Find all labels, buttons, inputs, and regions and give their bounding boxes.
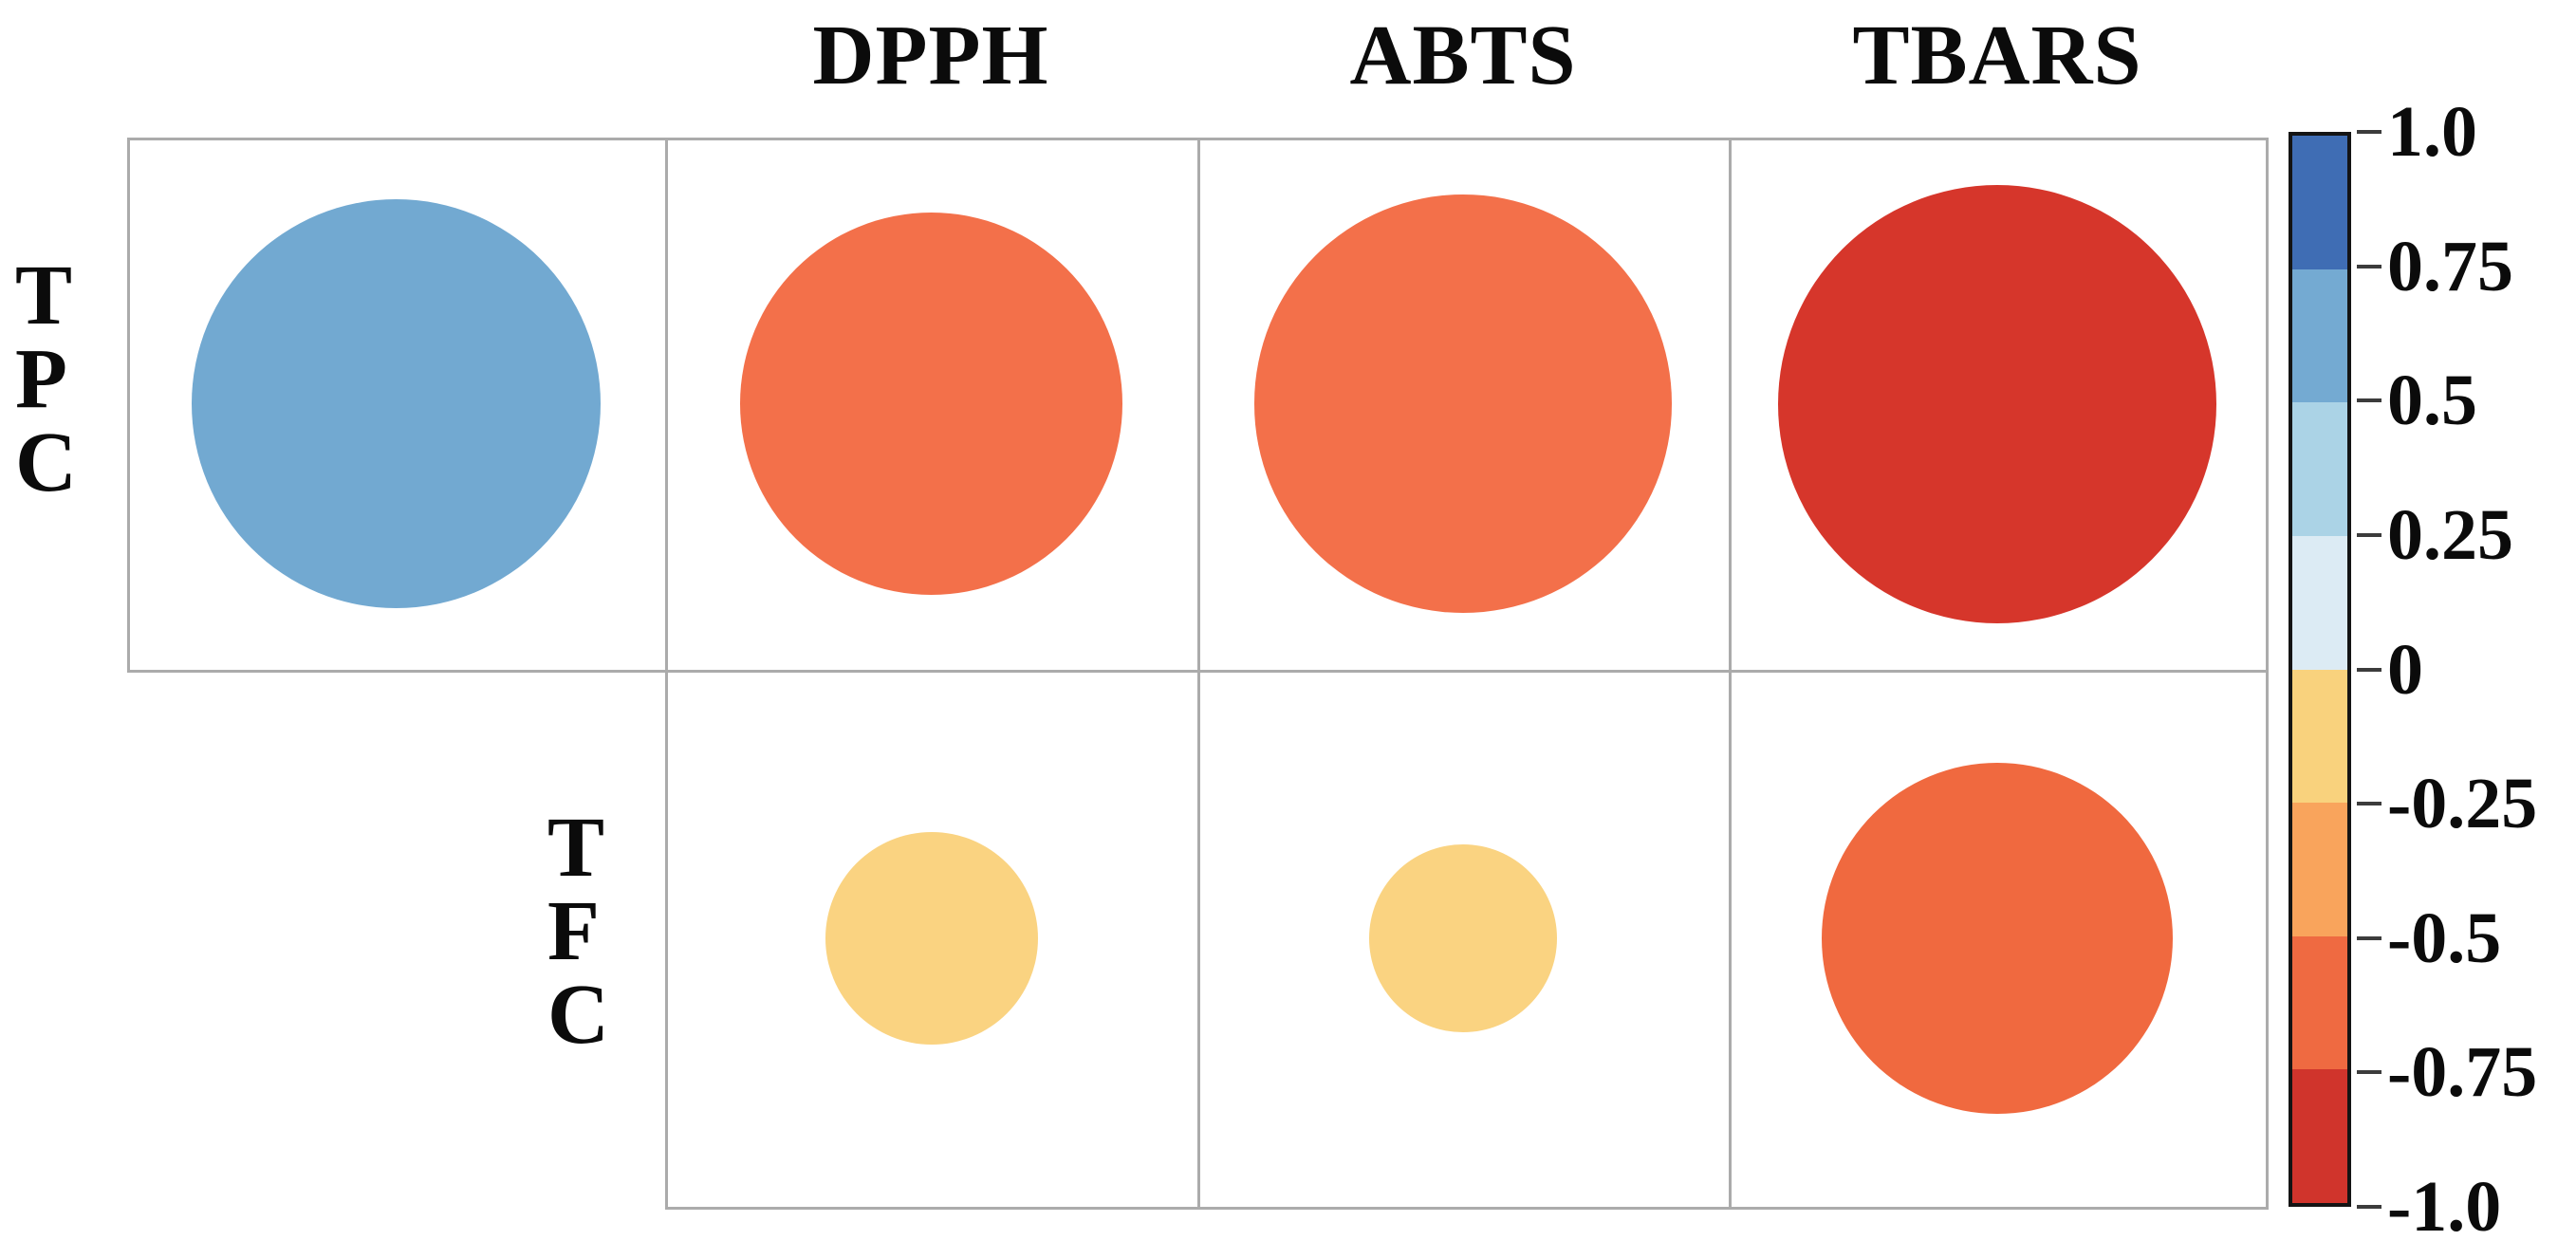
colorbar-band xyxy=(2292,803,2347,936)
grid-line xyxy=(2266,138,2269,1210)
grid-line xyxy=(127,138,130,673)
grid-line xyxy=(1729,138,1732,1210)
colorbar-tick xyxy=(2357,398,2381,403)
corr-circle-tpc-blank xyxy=(191,198,602,609)
colorbar-tick xyxy=(2357,667,2381,672)
corr-circle-tfc-tbars xyxy=(1821,762,2174,1115)
colorbar-tick xyxy=(2357,1070,2381,1075)
corr-circle-tpc-tbars xyxy=(1778,184,2216,623)
grid-line xyxy=(665,138,668,1210)
colorbar-tick xyxy=(2357,802,2381,806)
grid-line xyxy=(1197,138,1200,1210)
colorbar-band xyxy=(2292,1069,2347,1203)
colorbar-band xyxy=(2292,935,2347,1070)
colorbar-band xyxy=(2292,535,2347,670)
grid-line xyxy=(665,1207,2269,1210)
colorbar-tick-label: 0.5 xyxy=(2387,361,2477,441)
colorbar-band xyxy=(2292,402,2347,536)
colorbar-band xyxy=(2292,136,2347,269)
column-header-abts: ABTS xyxy=(1349,9,1577,102)
colorbar-tick xyxy=(2357,935,2381,940)
colorbar-tick xyxy=(2357,264,2381,268)
colorbar-tick-label: 0 xyxy=(2387,629,2423,710)
corr-circle-tfc-abts xyxy=(1368,843,1558,1033)
colorbar-tick-label: 0.75 xyxy=(2387,226,2513,306)
colorbar-band xyxy=(2292,669,2347,804)
colorbar-tick-label: 1.0 xyxy=(2387,92,2477,172)
colorbar-tick-label: 0.25 xyxy=(2387,494,2513,575)
corr-circle-tpc-dpph xyxy=(739,212,1123,596)
colorbar-tick-label: -0.5 xyxy=(2387,898,2502,978)
row-label-tpc: TPC xyxy=(15,249,77,509)
colorbar-band xyxy=(2292,268,2347,403)
column-header-tbars: TBARS xyxy=(1852,9,2142,102)
column-header-dpph: DPPH xyxy=(812,9,1049,102)
colorbar-gradient xyxy=(2289,132,2351,1207)
corr-circle-tfc-dpph xyxy=(825,832,1038,1045)
corr-circle-tpc-abts xyxy=(1253,194,1673,613)
colorbar-tick xyxy=(2357,1205,2381,1209)
colorbar-tick-label: -0.25 xyxy=(2387,764,2538,844)
colorbar-tick xyxy=(2357,532,2381,537)
colorbar-tick-label: -0.75 xyxy=(2387,1032,2538,1113)
row-label-tfc: TFC xyxy=(547,801,609,1062)
colorbar-tick-label: -1.0 xyxy=(2387,1167,2502,1247)
colorbar-tick xyxy=(2357,130,2381,134)
